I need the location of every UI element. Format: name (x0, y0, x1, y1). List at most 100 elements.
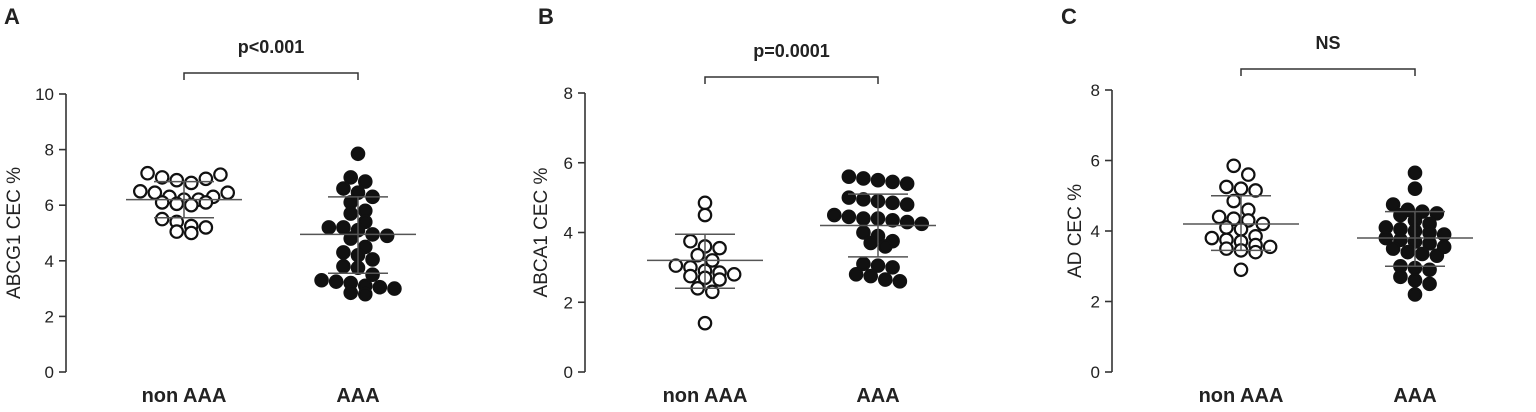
data-point (1422, 262, 1437, 278)
series-non-aaa (1183, 158, 1299, 278)
data-point (365, 252, 380, 267)
y-tick-label: 8 (45, 141, 54, 160)
data-point (877, 239, 893, 254)
data-point (870, 258, 886, 273)
data-point (343, 285, 359, 301)
data-point (1414, 246, 1430, 262)
data-point (870, 172, 886, 188)
significance-label: p=0.0001 (753, 41, 830, 61)
y-tick-label: 6 (45, 196, 54, 215)
data-point (712, 240, 727, 256)
data-point (1233, 181, 1249, 196)
y-tick-label: 0 (564, 363, 573, 382)
y-tick-label: 0 (45, 363, 54, 382)
data-point (1407, 181, 1423, 196)
y-tick-label: 6 (564, 154, 573, 173)
y-tick-label: 4 (1091, 222, 1100, 241)
data-point (336, 181, 351, 196)
significance-bracket (1240, 68, 1416, 76)
x-tick-label: non AAA (663, 385, 748, 407)
y-axis-label: ABCG1 CEC % (4, 167, 25, 299)
data-point (668, 258, 684, 273)
panel-letter: C (1061, 4, 1077, 29)
data-point (1233, 262, 1249, 278)
data-point (885, 195, 900, 211)
y-tick-label: 8 (564, 84, 573, 103)
data-point (826, 207, 842, 223)
data-point (343, 206, 359, 221)
data-point (140, 165, 155, 181)
data-point (848, 267, 864, 282)
x-tick-label: AAA (1393, 385, 1436, 407)
data-point (683, 233, 698, 249)
y-tick-label: 2 (564, 293, 573, 312)
panel-c: C 0 2 4 6 8 AD CEC % non AAA AAA NS (1061, 4, 1473, 407)
data-point (1248, 183, 1263, 198)
data-point (863, 235, 879, 251)
data-point (856, 256, 871, 272)
y-tick-label: 4 (564, 224, 573, 243)
data-point (321, 220, 337, 235)
data-point (1407, 287, 1423, 302)
data-point (154, 195, 170, 210)
data-point (198, 220, 214, 235)
series-aaa (820, 169, 936, 289)
data-point (336, 220, 351, 235)
significance-label: NS (1315, 33, 1340, 53)
x-tick-label: AAA (856, 385, 899, 407)
data-point (1429, 206, 1445, 221)
significance-bracket (183, 72, 359, 80)
data-point (690, 247, 706, 263)
data-point (1393, 207, 1408, 223)
data-point (1429, 248, 1445, 263)
data-point (697, 195, 713, 211)
panel-letter: A (4, 4, 20, 29)
data-point (213, 167, 228, 182)
data-point (1219, 220, 1234, 235)
y-axis-label: ABCA1 CEC % (531, 167, 552, 297)
data-point (1262, 239, 1278, 255)
data-point (697, 315, 713, 331)
data-point (379, 228, 395, 244)
data-point (856, 192, 871, 207)
data-point (1385, 241, 1401, 256)
data-point (1436, 227, 1452, 242)
data-point (365, 267, 380, 282)
data-point (220, 185, 236, 200)
data-point (704, 284, 720, 300)
panel-letter: B (538, 4, 554, 29)
data-point (877, 272, 893, 287)
data-point (183, 225, 199, 241)
y-tick-label: 8 (1091, 81, 1100, 100)
data-point (841, 190, 857, 205)
data-point (892, 274, 908, 289)
y-axis-label: AD CEC % (1065, 184, 1086, 278)
x-tick-label: AAA (336, 385, 379, 407)
data-point (336, 245, 351, 260)
data-point (198, 171, 214, 187)
data-point (899, 197, 915, 212)
data-point (343, 231, 359, 246)
data-point (856, 225, 871, 240)
series-non-aaa (647, 195, 763, 331)
significance-bracket (704, 76, 879, 84)
y-tick-label: 2 (45, 307, 54, 326)
y-tick-label: 6 (1091, 152, 1100, 171)
data-point (169, 172, 185, 188)
data-point (357, 286, 373, 302)
data-point (712, 272, 727, 287)
data-point (183, 175, 199, 191)
x-tick-label: non AAA (1199, 385, 1284, 407)
data-point (1219, 179, 1234, 195)
data-point (1385, 197, 1401, 212)
data-point (1400, 244, 1416, 260)
data-point (183, 197, 199, 213)
panel-b: B 0 2 4 6 8 ABCA1 CEC % non AAA AAA p=0.0001 (531, 4, 936, 407)
data-point (899, 214, 915, 230)
data-point (1407, 273, 1423, 288)
data-point (841, 169, 857, 184)
data-point (914, 216, 930, 232)
series-non-aaa (126, 165, 242, 241)
data-point (1219, 241, 1234, 256)
data-point (328, 274, 344, 289)
